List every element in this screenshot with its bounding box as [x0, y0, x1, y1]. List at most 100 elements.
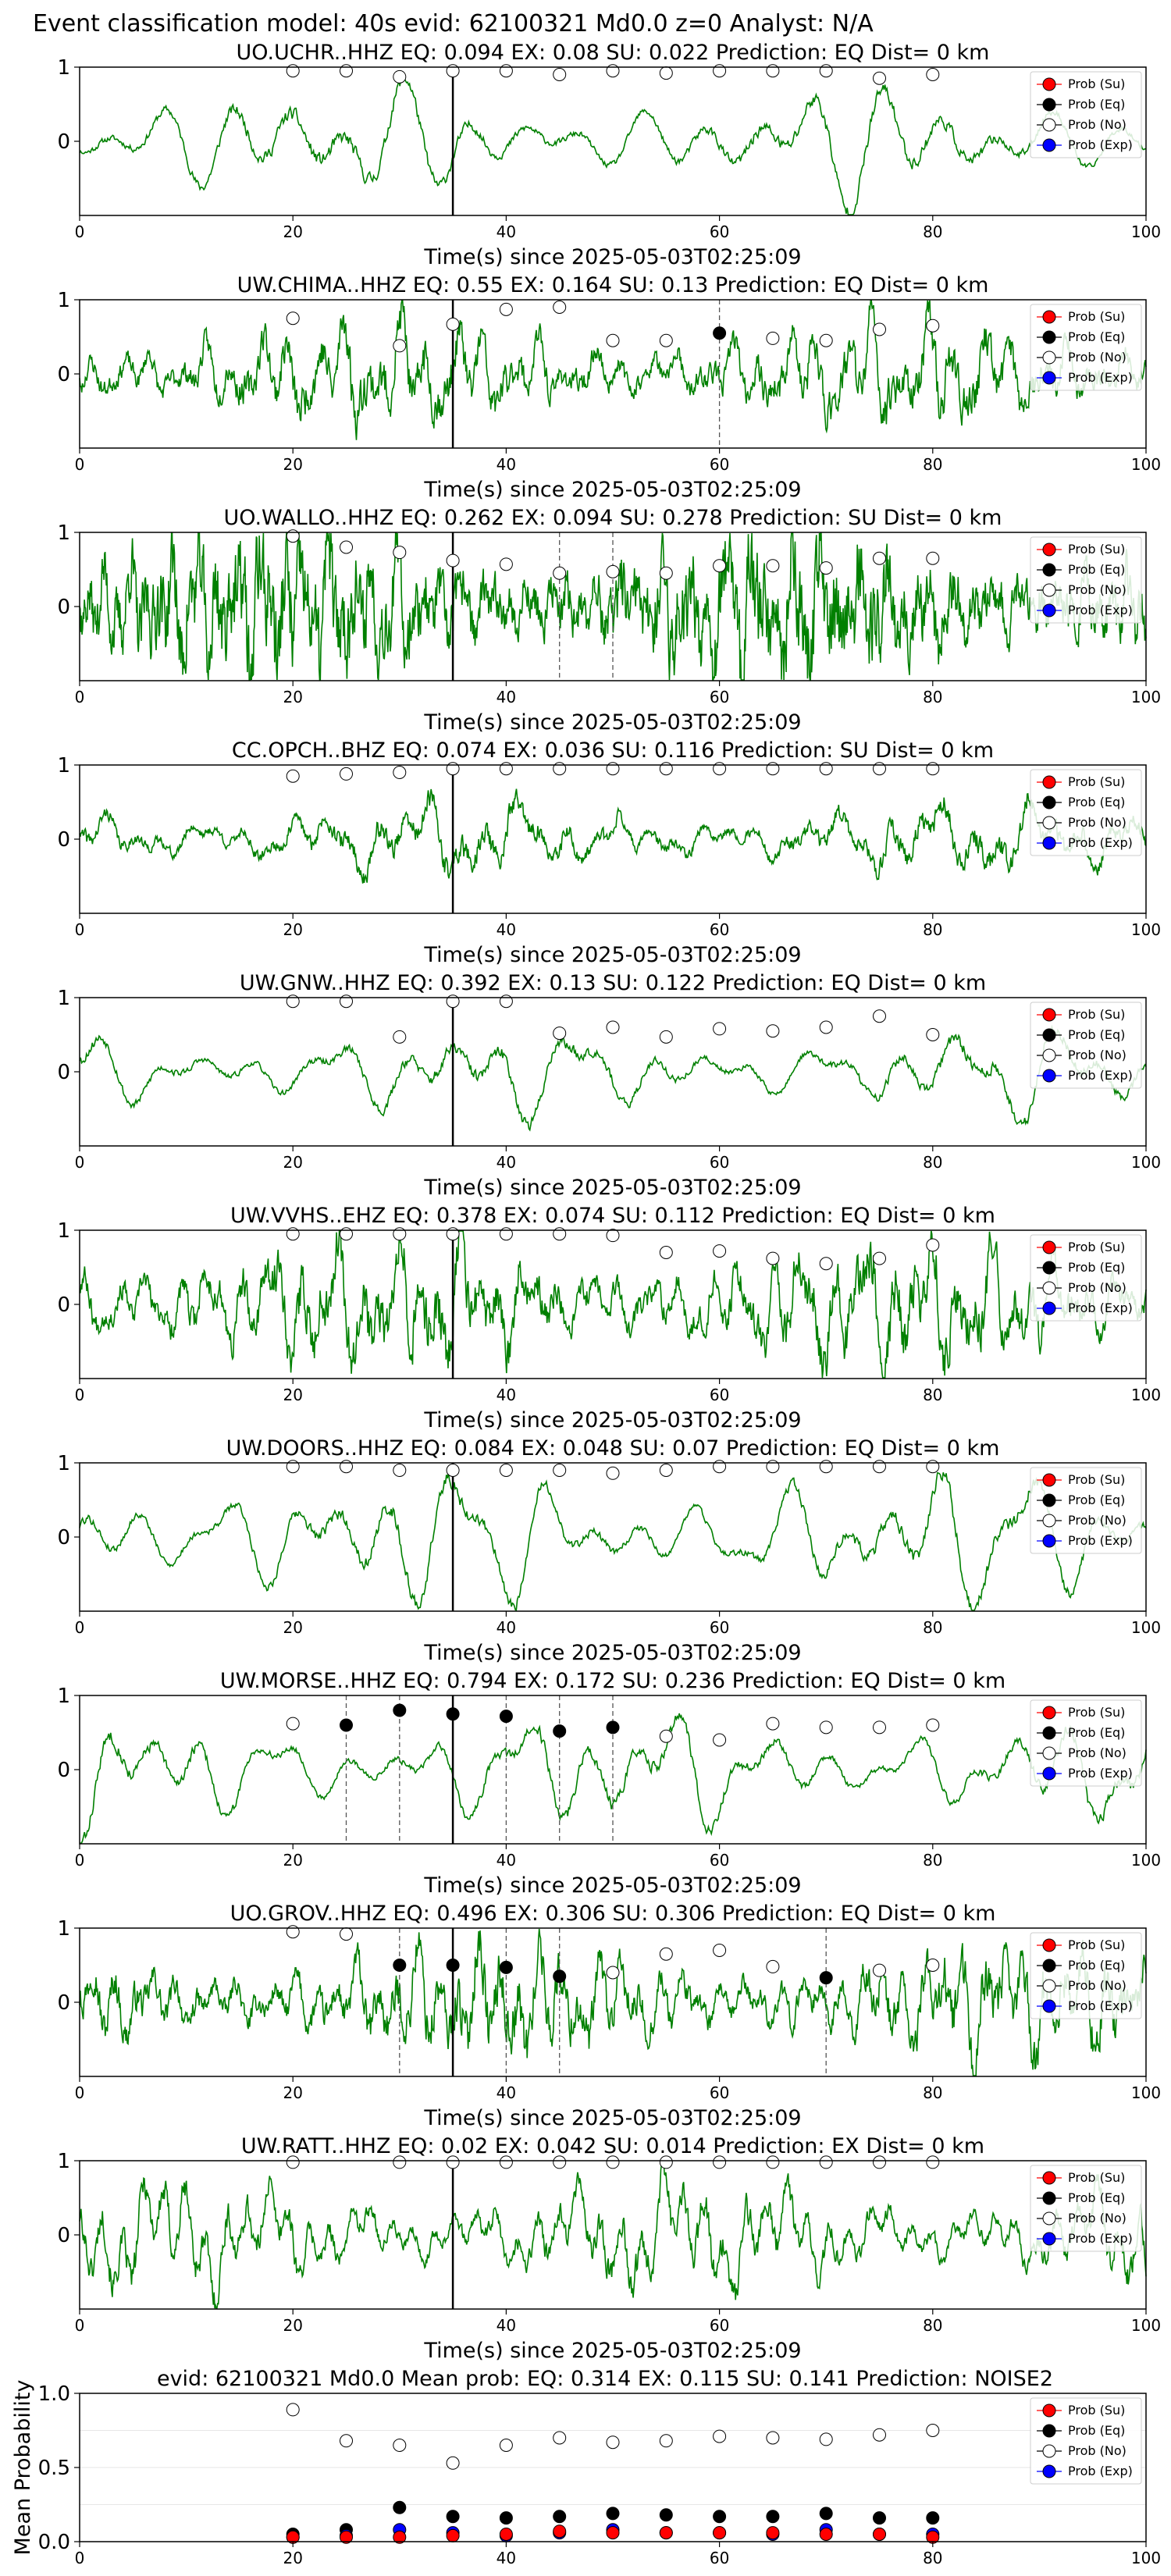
- prob-no-point: [926, 1028, 940, 1041]
- prob-no-point: [340, 540, 353, 554]
- legend-label-exp: Prob (Exp): [1068, 1766, 1133, 1781]
- legend-label-su: Prob (Su): [1068, 76, 1125, 91]
- prob-no-point: [873, 1720, 886, 1735]
- mean-prob-su-point: [553, 2524, 567, 2539]
- legend-box: [1030, 304, 1142, 391]
- prob-no-point: [766, 1251, 780, 1265]
- prob-no-point: [766, 1717, 780, 1731]
- legend-box: [1030, 769, 1142, 856]
- prob-no-point: [286, 1227, 300, 1241]
- legend-marker-eq: [1042, 1959, 1056, 1973]
- legend-box: [1030, 1234, 1142, 1322]
- prob-eq-point: [446, 1707, 460, 1721]
- legend-marker-su: [1042, 1706, 1056, 1720]
- station-panel-uo-uchr-hhz: UO.UCHR..HHZ EQ: 0.094 EX: 0.08 SU: 0.02…: [57, 41, 1161, 269]
- prob-no-point: [659, 1729, 673, 1743]
- station-panel-uw-morse-hhz: UW.MORSE..HHZ EQ: 0.794 EX: 0.172 SU: 0.…: [57, 1669, 1161, 1898]
- mean-prob-su-point: [873, 2528, 886, 2541]
- prob-no-point: [606, 1229, 620, 1243]
- legend-marker-eq: [1042, 1028, 1056, 1042]
- x-tick-label: 80: [923, 2083, 942, 2102]
- mean-prob-no-point: [819, 2432, 833, 2446]
- prob-no-point: [713, 1944, 727, 1957]
- y-tick-label: 0: [57, 1526, 70, 1550]
- prob-no-point: [606, 2155, 620, 2169]
- prob-no-point: [606, 564, 620, 578]
- prob-no-point: [873, 1963, 886, 1977]
- y-tick-label: 1: [57, 521, 70, 545]
- prob-no-point: [873, 1251, 886, 1265]
- legend-label-su: Prob (Su): [1068, 1937, 1125, 1952]
- legend-label-exp: Prob (Exp): [1068, 1068, 1133, 1083]
- legend-marker-su: [1042, 2171, 1056, 2185]
- mean-prob-no-point: [659, 2434, 673, 2448]
- legend-label-eq: Prob (Eq): [1068, 2423, 1125, 2438]
- x-tick-label: 0: [75, 920, 85, 939]
- legend-label-no: Prob (No): [1068, 1745, 1127, 1760]
- x-tick-label: 0: [75, 455, 85, 474]
- y-tick-label: 1: [57, 1452, 70, 1475]
- prob-eq-point: [499, 1710, 513, 1724]
- y-tick-label: 1: [57, 1219, 70, 1243]
- station-panel-uo-grov-hhz: UO.GROV..HHZ EQ: 0.496 EX: 0.306 SU: 0.3…: [57, 1902, 1161, 2130]
- legend-marker-exp: [1042, 371, 1056, 385]
- prob-no-point: [659, 1246, 673, 1259]
- x-tick-label: 60: [710, 2316, 729, 2335]
- legend-label-no: Prob (No): [1068, 117, 1127, 132]
- prob-no-point: [446, 553, 460, 568]
- prob-no-point: [873, 1009, 886, 1023]
- prob-eq-point: [446, 1959, 460, 1972]
- legend-label-eq: Prob (Eq): [1068, 795, 1125, 809]
- legend-label-su: Prob (Su): [1068, 2170, 1125, 2185]
- legend-label-no: Prob (No): [1068, 1978, 1127, 1993]
- prob-eq-point: [340, 1718, 353, 1732]
- mean-prob-eq-point: [393, 2500, 407, 2514]
- prob-no-point: [819, 1020, 833, 1034]
- x-tick-label: 80: [923, 1153, 942, 1172]
- prob-no-point: [286, 529, 300, 543]
- y-tick-label: 1: [57, 1685, 70, 1708]
- prob-eq-point: [553, 1969, 567, 1984]
- x-tick-label: 60: [710, 1153, 729, 1172]
- legend-marker-no: [1042, 1746, 1056, 1760]
- figure-title: Event classification model: 40s evid: 62…: [33, 10, 874, 37]
- legend-marker-no: [1042, 583, 1056, 597]
- prob-eq-point: [393, 1703, 407, 1717]
- prob-no-point: [713, 1460, 727, 1474]
- prob-no-point: [553, 1464, 567, 1477]
- prob-no-point: [446, 64, 460, 78]
- panel-title: CC.OPCH..BHZ EQ: 0.074 EX: 0.036 SU: 0.1…: [232, 738, 994, 763]
- prob-no-point: [446, 317, 460, 331]
- mean-prob-eq-point: [606, 2507, 620, 2521]
- x-tick-label: 0: [75, 1618, 85, 1637]
- y-tick-label: 0.5: [38, 2457, 70, 2480]
- y-tick-label: 1: [57, 754, 70, 777]
- prob-eq-point: [499, 1960, 513, 1974]
- legend-label-su: Prob (Su): [1068, 774, 1125, 789]
- station-panel-cc-opch-bhz: CC.OPCH..BHZ EQ: 0.074 EX: 0.036 SU: 0.1…: [57, 738, 1161, 967]
- prob-no-point: [873, 1460, 886, 1474]
- prob-no-point: [393, 2155, 407, 2169]
- prob-no-point: [393, 339, 407, 353]
- y-tick-label: 0: [57, 130, 70, 154]
- legend-label-eq: Prob (Eq): [1068, 97, 1125, 112]
- y-tick-label: 1.0: [38, 2382, 70, 2406]
- prob-no-point: [873, 2155, 886, 2169]
- x-tick-label: 0: [75, 688, 85, 706]
- legend-marker-exp: [1042, 1301, 1056, 1315]
- prob-no-point: [286, 1717, 300, 1731]
- x-tick-label: 80: [923, 2549, 942, 2567]
- panel-title: evid: 62100321 Md0.0 Mean prob: EQ: 0.31…: [157, 2367, 1053, 2391]
- mean-prob-su-point: [819, 2528, 833, 2541]
- y-axis-label: Mean Probability: [11, 2380, 35, 2556]
- prob-no-point: [606, 1020, 620, 1034]
- x-tick-label: 100: [1131, 2549, 1161, 2567]
- station-panel-uw-chima-hhz: UW.CHIMA..HHZ EQ: 0.55 EX: 0.164 SU: 0.1…: [57, 273, 1161, 502]
- mean-prob-eq-point: [553, 2510, 567, 2524]
- legend-label-exp: Prob (Exp): [1068, 137, 1133, 152]
- station-panel-uw-doors-hhz: UW.DOORS..HHZ EQ: 0.084 EX: 0.048 SU: 0.…: [57, 1436, 1161, 1665]
- legend-marker-no: [1042, 350, 1056, 365]
- legend-marker-no: [1042, 1281, 1056, 1295]
- prob-no-point: [446, 1227, 460, 1241]
- panel-title: UW.VVHS..EHZ EQ: 0.378 EX: 0.074 SU: 0.1…: [230, 1204, 995, 1228]
